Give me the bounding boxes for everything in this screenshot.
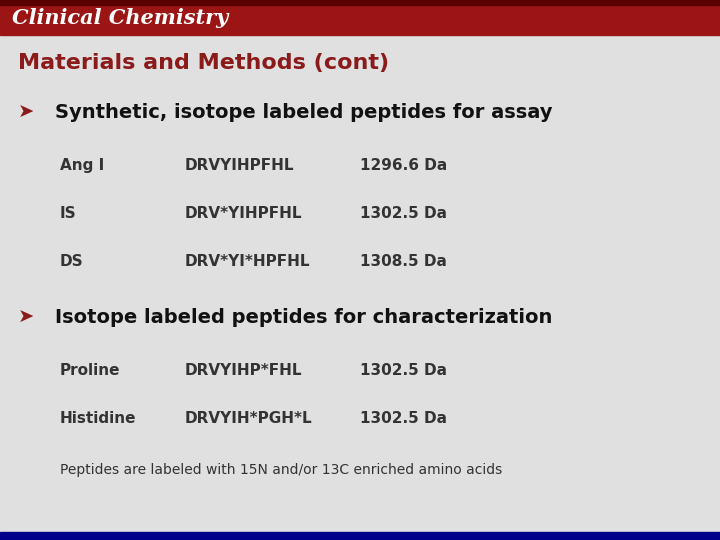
Text: 1302.5 Da: 1302.5 Da (360, 363, 447, 378)
Bar (0, 0, 720, 5)
Text: DS: DS (60, 254, 84, 269)
Text: 1308.5 Da: 1308.5 Da (360, 254, 447, 269)
Text: 1296.6 Da: 1296.6 Da (360, 158, 447, 173)
Text: ➤: ➤ (18, 308, 35, 327)
Text: DRVYIHPFHL: DRVYIHPFHL (185, 158, 294, 173)
Text: Materials and Methods (cont): Materials and Methods (cont) (18, 53, 389, 73)
Text: 1302.5 Da: 1302.5 Da (360, 206, 447, 221)
Text: 1302.5 Da: 1302.5 Da (360, 411, 447, 426)
Text: Proline: Proline (60, 363, 120, 378)
Bar (0, 0, 720, 35)
Text: DRVYIH*PGH*L: DRVYIH*PGH*L (185, 411, 312, 426)
Text: ➤: ➤ (18, 103, 35, 122)
Text: Ang I: Ang I (60, 158, 104, 173)
Text: Histidine: Histidine (60, 411, 137, 426)
Text: Clinical Chemistry: Clinical Chemistry (12, 8, 228, 28)
Text: DRV*YI*HPFHL: DRV*YI*HPFHL (185, 254, 310, 269)
Text: Synthetic, isotope labeled peptides for assay: Synthetic, isotope labeled peptides for … (55, 103, 552, 122)
Text: Isotope labeled peptides for characterization: Isotope labeled peptides for characteriz… (55, 308, 552, 327)
Bar (0, 532, 720, 540)
Text: Peptides are labeled with 15N and/or 13C enriched amino acids: Peptides are labeled with 15N and/or 13C… (60, 463, 503, 477)
Text: IS: IS (60, 206, 76, 221)
Text: DRV*YIHPFHL: DRV*YIHPFHL (185, 206, 302, 221)
Text: DRVYIHP*FHL: DRVYIHP*FHL (185, 363, 302, 378)
